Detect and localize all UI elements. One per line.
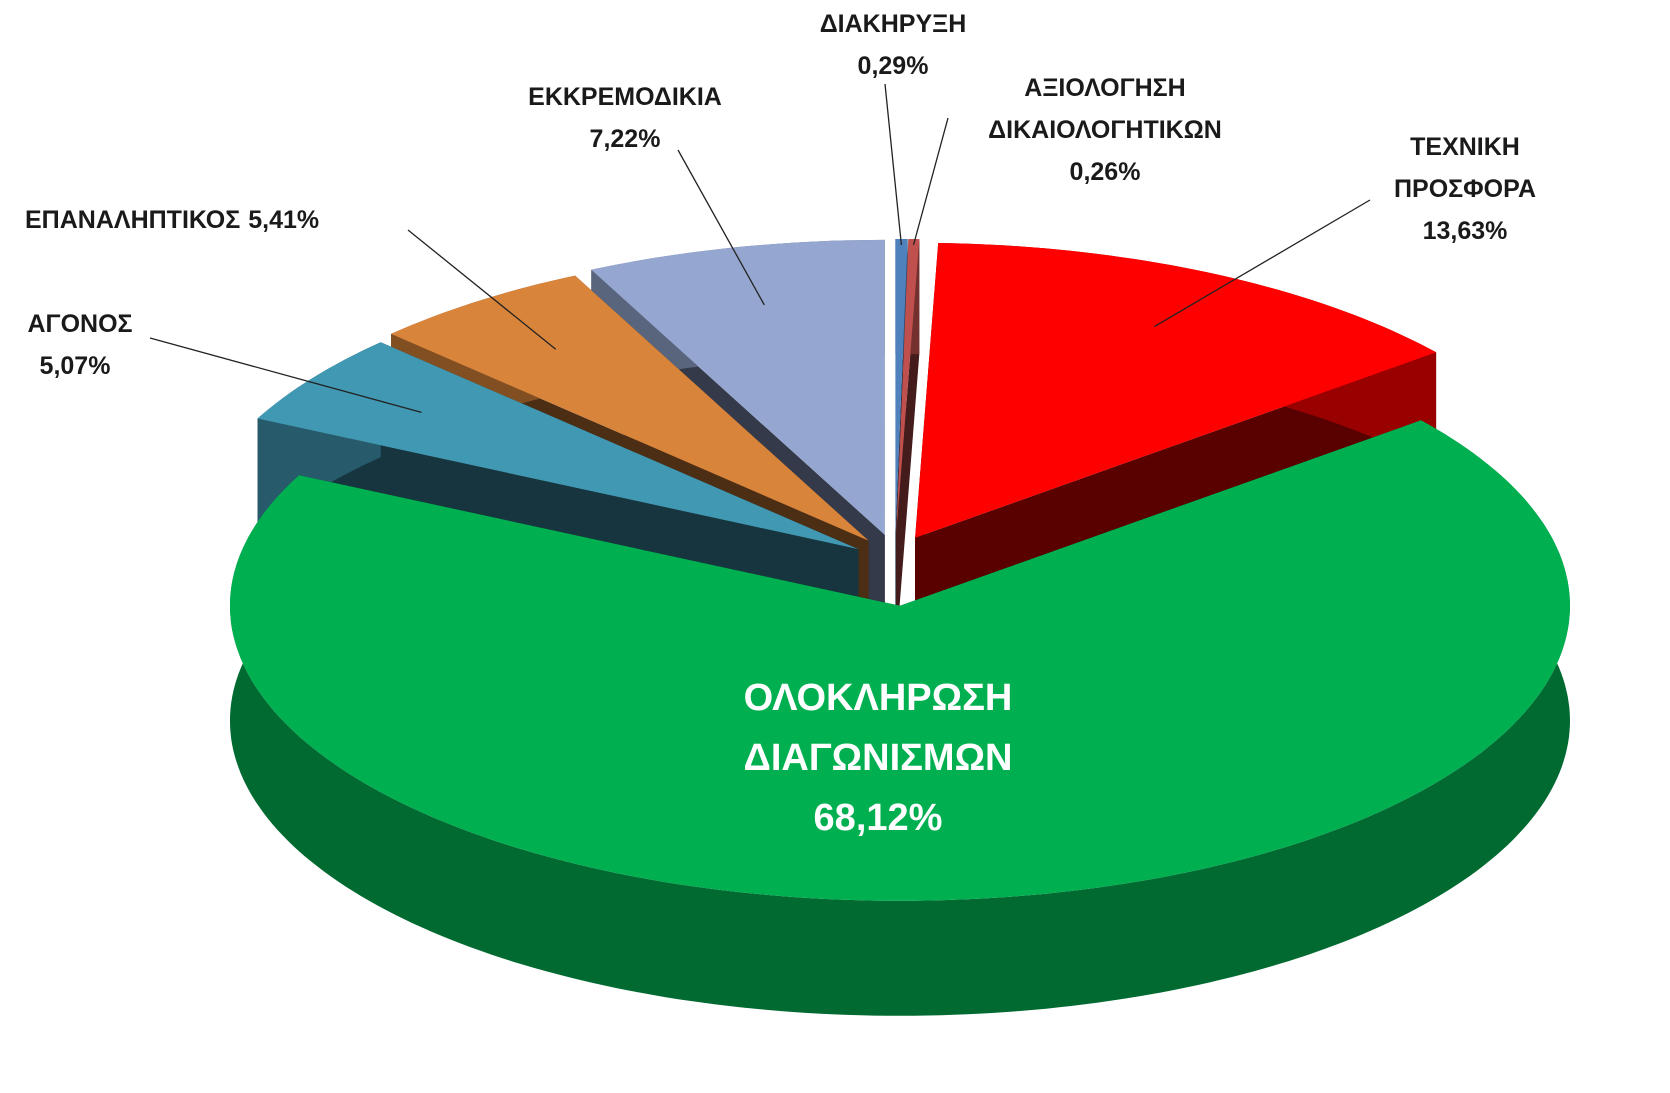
value-label: 0,26% <box>1070 158 1141 186</box>
category-label: ΟΛΟΚΛΗΡΩΣΗ ΔΙΑΓΩΝΙΣΜΩΝ <box>744 677 1013 779</box>
value-label: 68,12% <box>814 797 943 839</box>
slice <box>591 239 885 535</box>
value-label: 0,29% <box>858 52 929 80</box>
leader-line <box>912 117 949 246</box>
value-label: 5,41% <box>248 206 319 234</box>
value-label: 5,07% <box>40 352 111 380</box>
category-label: ΤΕΧΝΙΚΗ ΠΡΟΣΦΟΡΑ <box>1394 133 1536 203</box>
leader-line <box>1154 199 1371 328</box>
leader-line <box>407 229 557 350</box>
category-label: ΔΙΑΚΗΡΥΞΗ <box>820 10 967 38</box>
slice <box>391 275 869 541</box>
category-label-line: ΟΛΟΚΛΗΡΩΣΗ <box>744 677 1013 719</box>
category-label-line: ΑΞΙΟΛΟΓΗΣΗ <box>1024 74 1185 102</box>
slice <box>895 239 908 534</box>
category-label-line: ΠΡΟΣΦΟΡΑ <box>1394 175 1536 203</box>
value-label: 13,63% <box>1423 217 1508 245</box>
leader-line <box>884 83 903 245</box>
slice <box>896 239 920 534</box>
category-label: ΕΠΑΝΑΛΗΠΤΙΚΟΣ <box>25 206 240 234</box>
value-label: 7,22% <box>590 125 661 153</box>
category-label-line: ΔΙΑΓΩΝΙΣΜΩΝ <box>744 737 1013 779</box>
category-label: ΑΓΟΝΟΣ <box>27 310 132 338</box>
category-label: ΑΞΙΟΛΟΓΗΣΗ ΔΙΚΑΙΟΛΟΓΗΤΙΚΩΝ <box>988 74 1222 144</box>
leader-line <box>677 149 765 306</box>
category-label: ΕΚΚΡΕΜΟΔΙΚΙΑ <box>528 83 722 111</box>
category-label-line: ΔΙΑΚΗΡΥΞΗ <box>820 10 967 38</box>
category-label-line: ΑΓΟΝΟΣ <box>27 310 132 338</box>
category-label-line: ΔΙΚΑΙΟΛΟΓΗΤΙΚΩΝ <box>988 116 1222 144</box>
slice <box>896 239 920 649</box>
slice <box>257 342 859 550</box>
slice <box>915 243 1437 538</box>
category-label-line: ΤΕΧΝΙΚΗ <box>1410 133 1520 161</box>
slice <box>230 420 1570 901</box>
slice-side <box>230 420 1570 1016</box>
category-label-line: ΕΚΚΡΕΜΟΔΙΚΙΑ <box>528 83 722 111</box>
slice <box>230 420 1570 1016</box>
leader-line <box>149 337 422 414</box>
